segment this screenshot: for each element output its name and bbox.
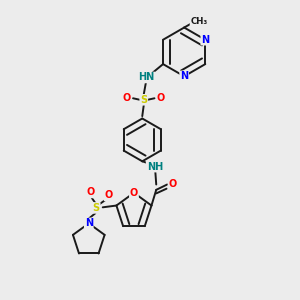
- Text: CH₃: CH₃: [190, 17, 208, 26]
- Text: O: O: [122, 93, 130, 103]
- Text: N: N: [201, 35, 209, 45]
- Text: O: O: [105, 190, 113, 200]
- Text: O: O: [157, 93, 165, 103]
- Text: O: O: [130, 188, 138, 198]
- Text: O: O: [87, 188, 95, 197]
- Text: S: S: [93, 203, 100, 213]
- Text: N: N: [180, 71, 188, 81]
- Text: S: S: [140, 95, 147, 105]
- Text: N: N: [85, 218, 93, 228]
- Text: NH: NH: [147, 162, 163, 172]
- Text: HN: HN: [139, 73, 155, 82]
- Text: O: O: [169, 179, 177, 190]
